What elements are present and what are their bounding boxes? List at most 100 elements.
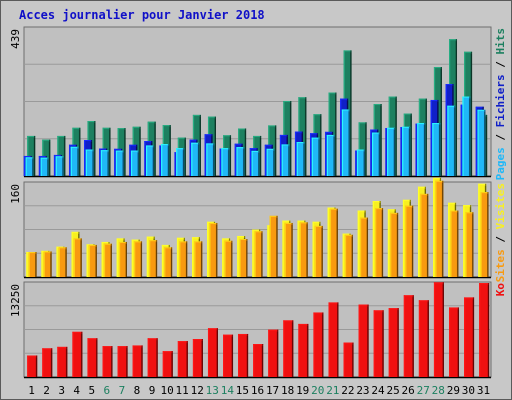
legend-2: Sites / Visites	[494, 183, 507, 282]
ko-bar	[72, 331, 83, 377]
day-label: 17	[266, 384, 279, 397]
pages-bar	[236, 147, 245, 176]
sites-bar	[73, 238, 82, 277]
day-label: 31	[477, 384, 490, 397]
ko-bar	[298, 323, 309, 377]
pages-bar	[40, 157, 49, 176]
y-max-label-2: 160	[9, 184, 22, 204]
sites-bar	[480, 192, 489, 277]
pages-bar	[417, 123, 426, 176]
ko-bar	[132, 345, 143, 377]
chart-title: Acces journalier pour Janvier 2018	[19, 8, 265, 22]
day-label: 13	[206, 384, 219, 397]
day-label: 7	[119, 384, 126, 397]
ko-bar	[433, 282, 444, 377]
ko-bar	[223, 334, 234, 377]
legend-item-sites: Sites	[494, 249, 507, 282]
pages-bar	[371, 132, 380, 176]
pages-bar	[402, 126, 411, 176]
pages-bar	[281, 144, 290, 176]
pages-bar	[477, 109, 486, 176]
day-label: 12	[191, 384, 204, 397]
sites-bar	[88, 244, 97, 277]
sites-bar	[118, 241, 127, 277]
pages-bar	[462, 96, 471, 176]
pages-bar	[85, 149, 94, 176]
legend-3: Ko	[494, 283, 507, 297]
day-label: 16	[251, 384, 264, 397]
ko-bar	[373, 310, 384, 377]
sites-bar	[299, 222, 308, 277]
sites-bar	[43, 251, 52, 277]
y-max-label-1: 439	[9, 29, 22, 49]
ko-bar	[102, 346, 113, 377]
pages-bar	[100, 150, 109, 176]
sites-bar	[465, 212, 474, 277]
ko-bar	[27, 355, 38, 377]
ko-bar	[418, 300, 429, 377]
day-label: 27	[417, 384, 430, 397]
y-max-label-3: 13250	[9, 284, 22, 317]
sites-bar	[375, 208, 384, 277]
pages-bar	[130, 150, 139, 176]
day-label: 21	[326, 384, 339, 397]
legend-item-fichiers: Fichiers	[494, 74, 507, 127]
sites-bar	[103, 243, 112, 277]
pages-bar	[191, 142, 200, 176]
pages-bar	[221, 148, 230, 176]
ko-bar	[268, 329, 279, 377]
day-label: 10	[160, 384, 173, 397]
ko-bar	[358, 304, 369, 377]
ko-bar	[207, 328, 218, 377]
day-label: 9	[149, 384, 156, 397]
ko-bar	[162, 351, 173, 377]
pages-bar	[326, 134, 335, 176]
legend-item-pages: Pages	[494, 147, 507, 180]
sites-bar	[269, 215, 278, 277]
day-label: 26	[402, 384, 415, 397]
sites-bar	[390, 212, 399, 277]
day-label: 29	[447, 384, 460, 397]
day-label: 30	[462, 384, 475, 397]
ko-bar	[57, 346, 68, 377]
sites-bar	[58, 247, 67, 277]
pages-bar	[341, 109, 350, 176]
day-label: 20	[311, 384, 324, 397]
ko-bar	[388, 308, 399, 377]
ko-bar	[449, 307, 460, 377]
sites-bar	[344, 234, 353, 277]
sites-bar	[360, 217, 369, 277]
ko-bar	[343, 342, 354, 377]
legend-separator: /	[494, 229, 507, 249]
ko-bar	[42, 348, 53, 377]
ko-bar	[403, 295, 414, 377]
pages-bar	[146, 145, 155, 176]
sites-bar	[149, 240, 158, 277]
pages-bar	[70, 146, 79, 176]
day-label: 2	[43, 384, 50, 397]
ko-bar	[253, 344, 264, 377]
sites-bar	[254, 231, 263, 277]
day-label: 4	[73, 384, 80, 397]
sites-bar	[194, 241, 203, 277]
pages-bar	[161, 144, 170, 176]
day-label: 8	[134, 384, 141, 397]
day-label: 24	[371, 384, 385, 397]
day-label: 1	[28, 384, 35, 397]
legend-separator: /	[494, 55, 507, 75]
pages-bar	[115, 150, 124, 176]
legend-item-visites: Visites	[494, 183, 507, 229]
day-label: 23	[356, 384, 369, 397]
ko-bar	[117, 346, 128, 377]
sites-bar	[28, 252, 37, 277]
pages-bar	[387, 127, 396, 176]
pages-bar	[266, 148, 275, 176]
sites-bar	[164, 247, 173, 277]
ko-bar	[479, 283, 490, 377]
day-label: 19	[296, 384, 309, 397]
sites-bar	[420, 193, 429, 277]
sites-bar	[284, 222, 293, 277]
ko-bar	[328, 302, 339, 377]
legend-separator: /	[494, 127, 507, 147]
